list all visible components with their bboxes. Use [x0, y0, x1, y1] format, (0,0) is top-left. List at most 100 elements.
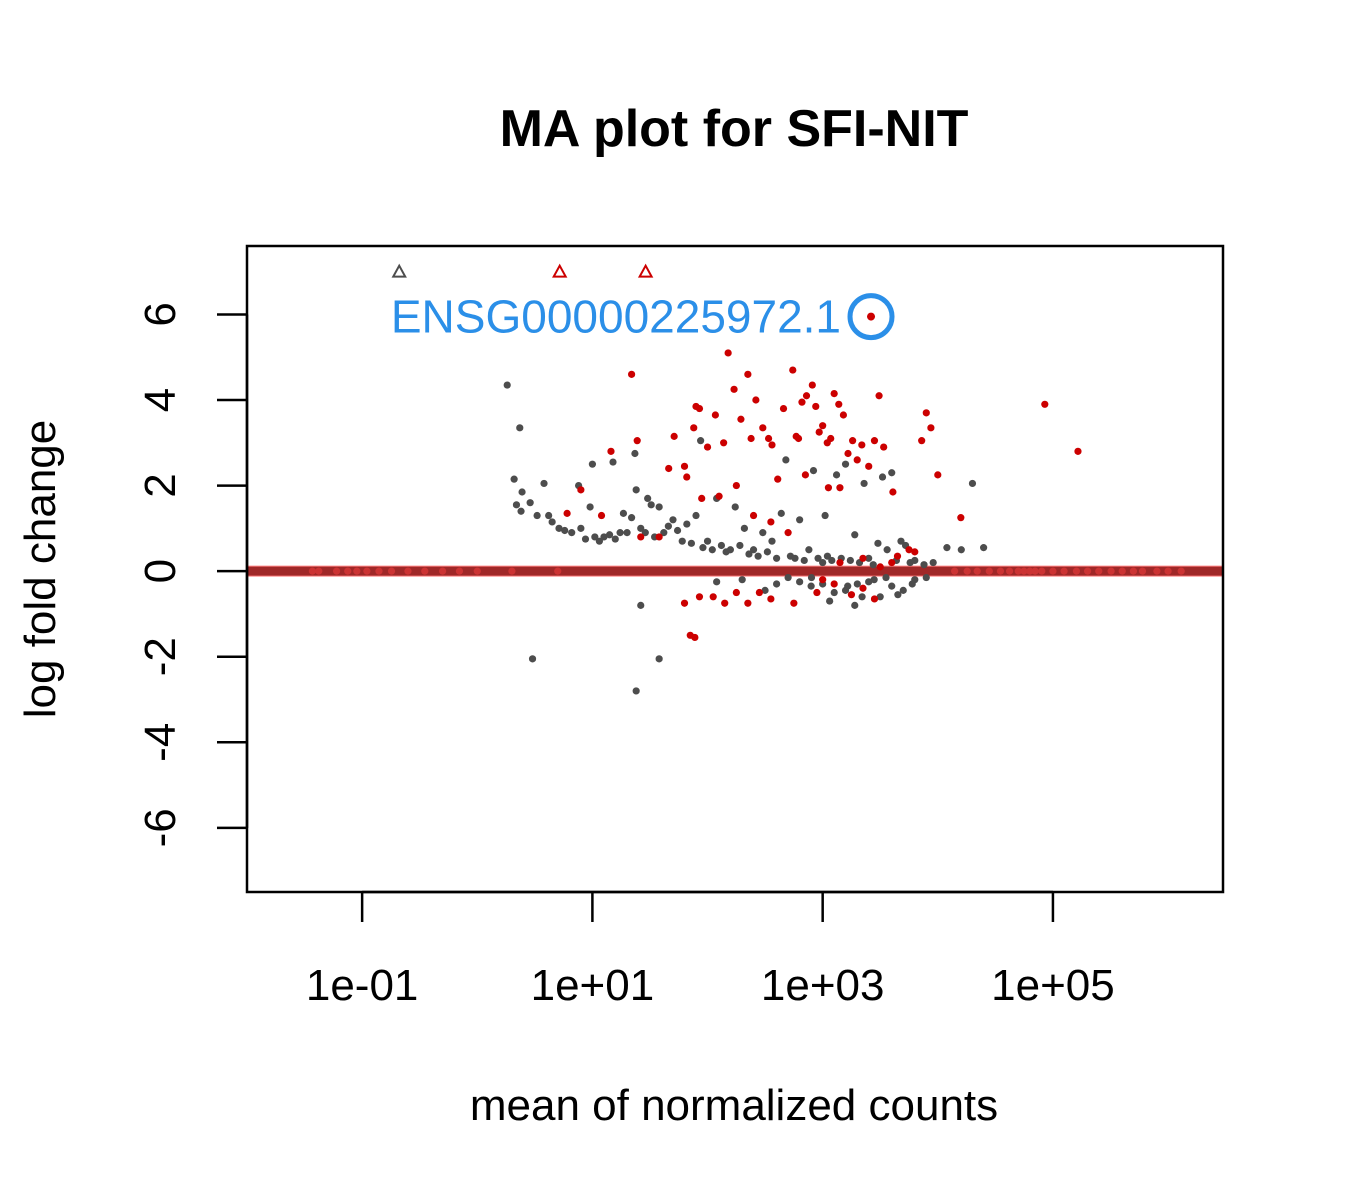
gene-point: [894, 591, 902, 599]
significant-gene-point: [794, 434, 803, 443]
zero-fold-point: [353, 567, 361, 575]
significant-gene-point: [730, 385, 738, 393]
significant-gene-point: [752, 396, 760, 404]
gene-point: [528, 655, 537, 663]
significant-gene-point: [768, 441, 776, 449]
significant-gene-point: [747, 434, 755, 443]
significant-gene-point: [819, 422, 827, 430]
gene-point: [673, 526, 682, 535]
gene-point: [883, 546, 891, 554]
gene-point: [518, 488, 526, 496]
significant-gene-point: [934, 471, 942, 479]
gene-point: [503, 381, 511, 389]
zero-fold-point: [1072, 567, 1081, 575]
significant-gene-point: [1041, 400, 1049, 408]
gene-point: [759, 529, 767, 537]
gene-point: [754, 552, 762, 560]
significant-gene-point: [724, 349, 732, 357]
significant-gene-point: [698, 494, 706, 503]
zero-fold-point: [554, 567, 562, 575]
gene-point: [870, 576, 878, 584]
gene-point: [512, 501, 521, 509]
offscale-triangle-marker: [637, 263, 654, 278]
gene-point: [588, 460, 597, 468]
gene-point: [609, 458, 617, 466]
zero-fold-point: [1026, 567, 1034, 575]
gene-point: [888, 582, 896, 590]
gene-point: [920, 561, 928, 569]
gene-point: [841, 460, 850, 468]
significant-gene-point: [889, 488, 897, 496]
gene-point: [683, 520, 691, 528]
gene-point: [791, 554, 799, 562]
gene-point: [882, 573, 890, 582]
gene-point: [761, 586, 769, 594]
zero-fold-point: [363, 567, 371, 575]
y-axis-label: log fold change: [16, 420, 65, 718]
significant-gene-point: [1074, 447, 1082, 455]
gene-point: [745, 550, 753, 558]
zero-fold-point: [1005, 567, 1014, 575]
significant-gene-point: [870, 595, 879, 603]
significant-gene-point: [830, 580, 838, 588]
significant-gene-point: [670, 432, 678, 440]
gene-point: [586, 503, 594, 511]
zero-fold-point: [1138, 567, 1147, 575]
zero-fold-point: [421, 567, 429, 575]
significant-gene-point: [859, 584, 867, 592]
significant-gene-point: [905, 546, 913, 554]
gene-point: [860, 479, 868, 488]
gene-point: [865, 554, 873, 562]
significant-gene-point: [784, 529, 792, 537]
significant-gene-point: [732, 588, 740, 597]
y-tick-label: 6: [136, 302, 185, 326]
gene-point: [548, 518, 556, 526]
gene-point: [540, 479, 548, 488]
zero-fold-point: [985, 567, 993, 575]
gene-point: [784, 573, 792, 582]
zero-fold-point: [1129, 567, 1138, 575]
gene-point: [821, 511, 829, 520]
significant-gene-point: [875, 392, 883, 400]
zero-fold-point: [1095, 567, 1103, 575]
gene-point: [600, 533, 608, 541]
gene-point: [796, 578, 804, 586]
significant-gene-point: [870, 437, 879, 445]
zero-fold-point: [1049, 567, 1057, 575]
gene-point: [611, 535, 619, 543]
significant-gene-point: [737, 415, 745, 423]
zero-fold-point: [1014, 567, 1022, 575]
gene-point: [908, 580, 916, 588]
significant-gene-point: [812, 402, 820, 411]
significant-gene-point: [865, 462, 873, 470]
gene-point: [703, 537, 712, 545]
significant-gene-point: [627, 370, 636, 378]
gene-point: [807, 573, 816, 582]
offscale-markers-layer: [391, 263, 654, 278]
gene-point: [899, 586, 907, 594]
gene-point: [669, 516, 677, 524]
significant-gene-point: [721, 599, 729, 607]
gene-point: [699, 544, 707, 552]
significant-gene-point: [824, 484, 833, 492]
significant-gene-point: [577, 486, 585, 494]
chart-title: MA plot for SFI-NIT: [500, 100, 969, 158]
gene-point: [957, 546, 965, 554]
offscale-triangle-marker: [552, 263, 568, 278]
gene-point: [568, 529, 576, 537]
gene-point: [876, 593, 884, 601]
gene-point: [869, 561, 877, 569]
gene-point: [814, 554, 822, 562]
gene-point: [641, 529, 649, 537]
gene-point: [796, 516, 804, 524]
zero-fold-point: [1164, 567, 1172, 575]
significant-gene-point: [830, 389, 838, 398]
zero-fold-point: [1118, 567, 1126, 575]
significant-gene-point: [633, 437, 641, 445]
y-tick-label: -6: [136, 808, 185, 847]
significant-gene-point: [790, 599, 798, 607]
significant-gene-point: [759, 424, 767, 432]
gene-point: [713, 578, 721, 586]
significant-gene-point: [849, 437, 857, 445]
y-tick-label: 2: [136, 473, 185, 497]
